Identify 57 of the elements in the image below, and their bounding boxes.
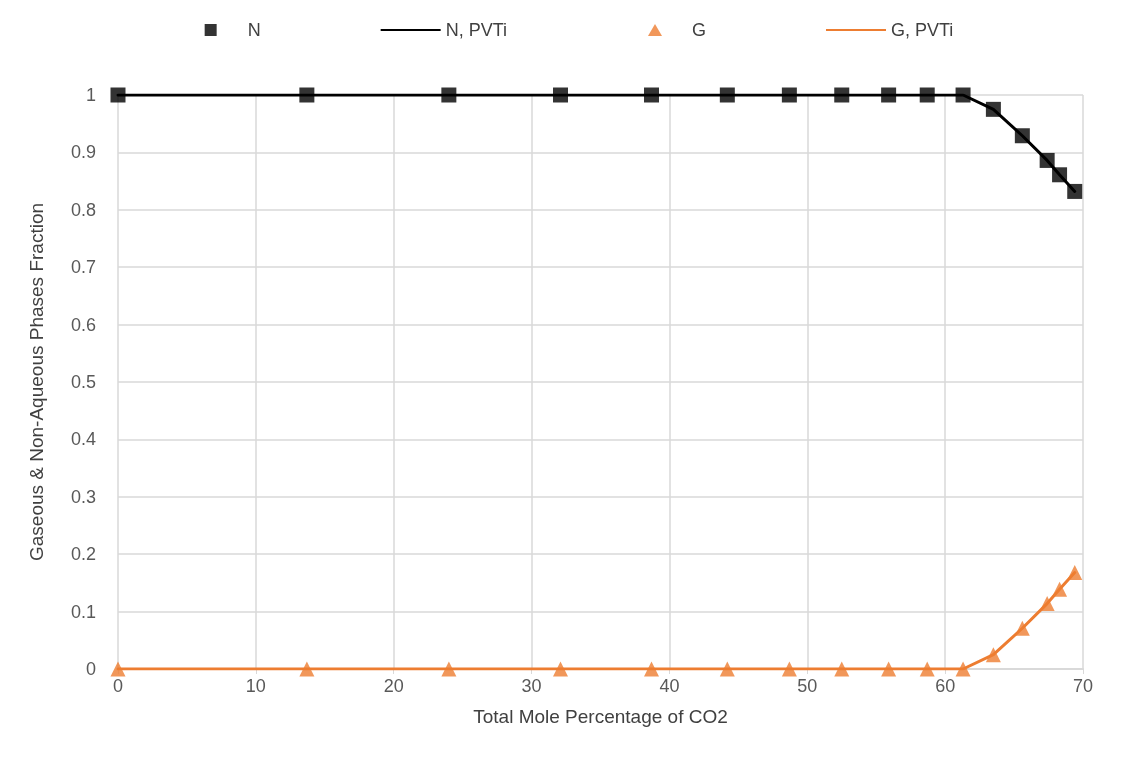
y-tick-label: 0.6 xyxy=(70,314,96,335)
y-tick-label: 0.7 xyxy=(70,257,96,278)
point xyxy=(441,87,457,103)
point xyxy=(644,87,660,103)
x-tick-label: 20 xyxy=(383,676,404,696)
point xyxy=(834,87,850,103)
point xyxy=(1014,620,1030,636)
y-tick-label: 1 xyxy=(85,85,96,105)
legend-label: N xyxy=(247,20,261,40)
point xyxy=(299,661,315,677)
point xyxy=(919,87,935,103)
point xyxy=(955,87,971,103)
y-axis-title: Gaseous & Non-Aqueous Phases Fraction xyxy=(26,202,47,562)
point xyxy=(441,661,457,677)
x-tick-label: 0 xyxy=(112,676,124,696)
point xyxy=(1014,128,1030,144)
point xyxy=(985,101,1001,117)
y-tick-label: 0 xyxy=(85,659,96,679)
x-tick-label: 10 xyxy=(245,676,266,696)
y-tick-label: 0.3 xyxy=(70,486,96,507)
point xyxy=(881,661,897,677)
point xyxy=(1067,183,1083,199)
point xyxy=(1039,596,1055,612)
y-tick-label: 0.4 xyxy=(70,429,96,450)
y-tick-label: 0.1 xyxy=(70,601,96,622)
point xyxy=(781,87,797,103)
point xyxy=(553,87,569,103)
point xyxy=(1067,565,1083,581)
y-tick-label: 0.8 xyxy=(70,199,96,220)
point xyxy=(985,647,1001,663)
point xyxy=(1052,581,1068,597)
y-tick-label: 0.2 xyxy=(70,544,96,565)
y-tick-label: 0.9 xyxy=(70,142,96,163)
point xyxy=(299,87,315,103)
point xyxy=(919,661,935,677)
point xyxy=(110,661,126,677)
point xyxy=(1039,152,1055,168)
x-tick-label: 30 xyxy=(521,676,542,696)
point xyxy=(110,87,126,103)
point xyxy=(553,661,569,677)
x-tick-label: 50 xyxy=(797,676,818,696)
x-tick-label: 70 xyxy=(1072,676,1094,696)
point xyxy=(955,661,971,677)
point xyxy=(834,661,850,677)
point xyxy=(1052,167,1068,183)
x-tick-label: 40 xyxy=(659,676,680,696)
point xyxy=(781,661,797,677)
x-tick-label: 60 xyxy=(935,676,956,696)
point xyxy=(644,661,660,677)
legend-label: G xyxy=(692,20,707,40)
y-tick-label: 0.5 xyxy=(70,372,96,392)
point xyxy=(719,87,735,103)
legend-label: G, PVTi xyxy=(891,20,954,40)
point xyxy=(881,87,897,103)
x-axis-title: Total Mole Percentage of CO2 xyxy=(473,706,728,727)
point xyxy=(719,661,735,677)
legend-label: N, PVTi xyxy=(445,20,507,40)
